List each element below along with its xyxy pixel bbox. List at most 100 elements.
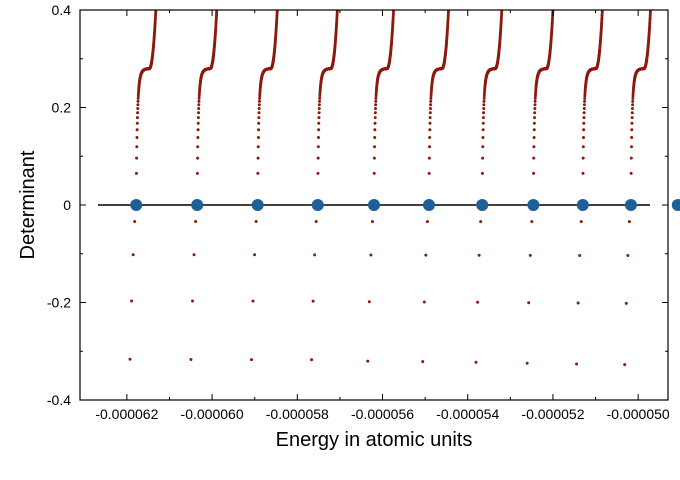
determinant-point <box>317 116 321 120</box>
determinant-point <box>196 116 200 120</box>
determinant-point <box>479 220 483 224</box>
determinant-point <box>631 94 635 98</box>
determinant-point <box>135 145 139 149</box>
determinant-point <box>648 10 652 13</box>
determinant-point <box>216 1 219 4</box>
determinant-branch <box>366 6 395 363</box>
determinant-point <box>392 6 395 9</box>
determinant-point <box>374 103 378 107</box>
determinant-point <box>482 99 486 103</box>
determinant-point <box>528 253 532 257</box>
determinant-point <box>428 106 432 110</box>
determinant-point <box>482 96 486 100</box>
determinant-point <box>627 220 631 224</box>
determinant-point <box>194 220 198 224</box>
determinant-point <box>197 96 201 100</box>
determinant-point <box>582 103 586 107</box>
determinant-point <box>317 121 321 125</box>
determinant-point <box>582 121 586 125</box>
determinant-point <box>582 106 586 110</box>
determinant-point <box>582 116 586 120</box>
determinant-point <box>135 116 139 120</box>
determinant-point <box>391 12 395 16</box>
determinant-point <box>482 94 486 98</box>
determinant-point <box>258 94 262 98</box>
root-marker <box>671 199 680 211</box>
determinant-point <box>373 128 377 132</box>
determinant-point <box>336 3 339 6</box>
determinant-point <box>446 10 450 13</box>
determinant-point <box>130 299 134 303</box>
determinant-point <box>649 1 652 4</box>
determinant-point <box>427 156 431 160</box>
determinant-point <box>474 360 478 364</box>
determinant-point <box>215 12 219 16</box>
y-tick-label: -0.4 <box>47 392 71 408</box>
determinant-point <box>316 156 320 160</box>
determinant-point <box>500 12 504 16</box>
determinant-point <box>447 3 450 6</box>
determinant-point <box>630 128 634 132</box>
determinant-point <box>481 156 485 160</box>
determinant-point <box>630 121 634 125</box>
determinant-point <box>447 1 450 4</box>
y-tick-label: 0.2 <box>52 100 72 116</box>
determinant-point <box>429 94 433 98</box>
determinant-point <box>136 111 140 115</box>
determinant-point <box>155 1 158 4</box>
determinant-point <box>154 12 158 16</box>
determinant-point <box>482 103 486 107</box>
determinant-point <box>581 145 585 149</box>
determinant-point <box>600 10 604 13</box>
determinant-point <box>197 99 201 103</box>
determinant-point <box>532 128 536 132</box>
determinant-branch <box>310 3 339 362</box>
determinant-point <box>335 10 339 13</box>
determinant-point <box>631 103 635 107</box>
determinant-point <box>579 220 583 224</box>
determinant-point <box>583 96 587 100</box>
determinant-point <box>314 220 318 224</box>
determinant-point <box>428 136 432 140</box>
determinant-point <box>136 99 140 103</box>
determinant-point <box>623 363 627 367</box>
determinant-point <box>374 96 378 100</box>
x-tick-label: -0.000054 <box>436 406 499 422</box>
determinant-point <box>258 96 262 100</box>
y-tick-label: 0 <box>63 197 71 213</box>
determinant-point <box>425 220 429 224</box>
determinant-point <box>256 171 260 175</box>
determinant-point <box>257 99 261 103</box>
determinant-point <box>374 94 378 98</box>
determinant-point <box>135 121 139 125</box>
determinant-point <box>135 156 139 160</box>
determinant-point <box>552 3 555 6</box>
determinant-point <box>256 156 260 160</box>
determinant-point <box>429 99 433 103</box>
determinant-point <box>583 99 587 103</box>
determinant-point <box>500 6 503 9</box>
determinant-point <box>197 106 201 110</box>
determinant-point <box>251 299 255 303</box>
determinant-point <box>482 111 486 115</box>
determinant-point <box>648 12 652 16</box>
root-marker <box>191 199 204 211</box>
y-axis-title: Determinant <box>17 150 39 259</box>
determinant-point <box>677 145 680 148</box>
determinant-branch <box>474 6 504 364</box>
determinant-point <box>257 103 261 107</box>
determinant-point <box>532 171 536 175</box>
determinant-point <box>481 121 485 125</box>
y-tick-label: -0.2 <box>47 295 71 311</box>
determinant-point <box>630 111 634 115</box>
determinant-branch <box>575 10 604 366</box>
root-marker <box>130 199 143 211</box>
determinant-point <box>316 136 320 140</box>
determinant-point <box>600 12 604 16</box>
determinant-point <box>525 361 529 365</box>
determinant-branch <box>421 1 450 364</box>
determinant-point <box>576 301 580 305</box>
determinant-branch <box>189 1 219 362</box>
determinant-point <box>631 96 635 100</box>
determinant-point <box>582 128 586 132</box>
